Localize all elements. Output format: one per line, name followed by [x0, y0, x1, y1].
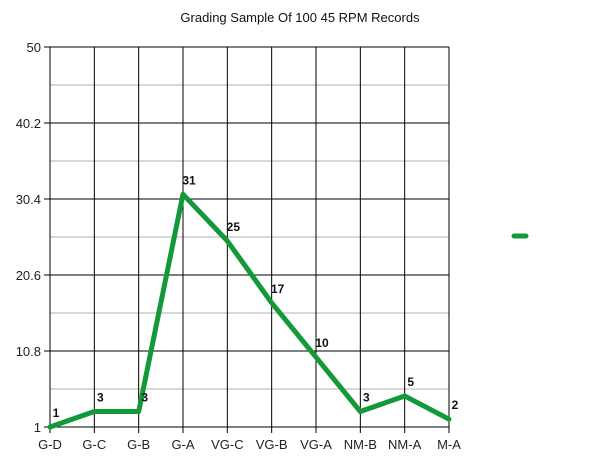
x-tick-label: M-A: [437, 437, 461, 452]
x-tick-label: NM-A: [388, 437, 422, 452]
data-point-label: 5: [407, 375, 414, 389]
x-axis-ticks: G-D G-C G-B G-A VG-C VG-B VG-A NM-B NM-A M-A: [38, 437, 461, 452]
data-point-label: 25: [227, 220, 241, 234]
x-tick-label: G-C: [82, 437, 106, 452]
chart-title: Grading Sample Of 100 45 RPM Records: [180, 10, 420, 25]
y-tick-label: 10.8: [16, 344, 41, 359]
x-tick-label: G-B: [127, 437, 150, 452]
data-series-line: [47, 191, 452, 430]
x-tick-label: NM-B: [344, 437, 377, 452]
data-point-label: 3: [141, 390, 148, 404]
y-axis-ticks: 1 10.8 20.6 30.4 40.2 50: [16, 40, 41, 435]
x-tick-label: VG-B: [256, 437, 288, 452]
major-gridlines: [44, 46, 450, 433]
data-point-label: 2: [452, 398, 459, 412]
y-tick-label: 1: [34, 420, 41, 435]
y-tick-label: 20.6: [16, 268, 41, 283]
data-point-label: 3: [363, 390, 370, 404]
data-point-label: 10: [315, 336, 329, 350]
y-tick-label: 30.4: [16, 192, 41, 207]
x-tick-label: G-D: [38, 437, 62, 452]
data-point-label: 31: [182, 173, 196, 187]
minor-gridlines: [50, 84, 449, 390]
data-point-label: 3: [97, 390, 104, 404]
x-tick-label: VG-A: [300, 437, 332, 452]
y-tick-label: 40.2: [16, 116, 41, 131]
data-labels: 1 3 3 31 25 17 10 3 5 2: [53, 173, 459, 420]
data-point-label: 1: [53, 406, 60, 420]
x-tick-label: VG-C: [211, 437, 244, 452]
x-tick-label: G-A: [171, 437, 194, 452]
data-point-label: 17: [271, 282, 285, 296]
y-tick-label: 50: [27, 40, 41, 55]
